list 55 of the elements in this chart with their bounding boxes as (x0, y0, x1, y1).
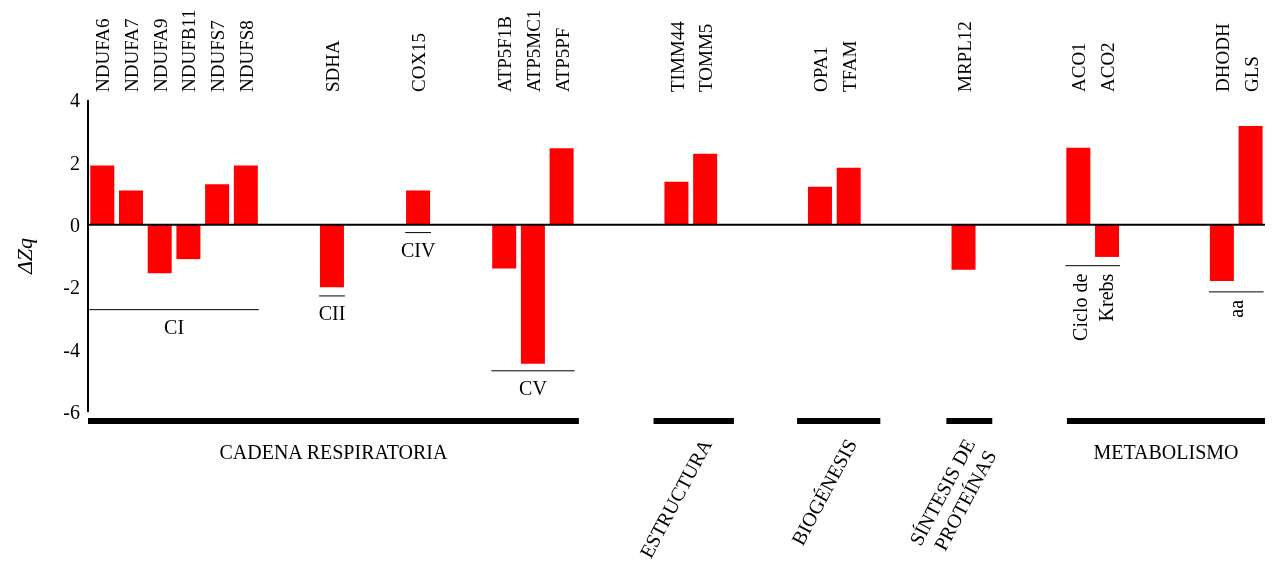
x-tick-label: NDUFA7 (121, 18, 143, 92)
text: METABOLISMO (1093, 441, 1239, 463)
bar (176, 224, 201, 260)
y-tick-label: 0 (70, 213, 80, 236)
bar (1209, 224, 1234, 281)
x-tick-label: NDUFS8 (235, 20, 257, 92)
annotation: CV (519, 376, 548, 399)
x-tick-label: ACO1 (1068, 42, 1090, 92)
text: CADENA RESPIRATORIA (219, 441, 448, 463)
x-tick-label: ATP5PF (551, 27, 573, 92)
bar (549, 148, 574, 225)
x-tick-label: TFAM (838, 40, 860, 92)
annotation: CIV (400, 238, 436, 261)
bar (205, 184, 230, 225)
bar (406, 190, 431, 225)
annotation: Ciclo de Krebs (1068, 273, 1117, 341)
x-tick-label: OPA1 (810, 46, 832, 92)
x-tick-label: ATP5F1B (494, 15, 516, 92)
bar (319, 224, 344, 288)
bar (664, 181, 689, 225)
y-tick-label: -4 (63, 338, 80, 361)
bar (90, 165, 115, 225)
bar (233, 165, 258, 225)
y-tick-label: -2 (63, 276, 80, 299)
y-tick-label: 2 (70, 151, 80, 174)
bar (119, 190, 143, 225)
x-tick-label: DHODH (1211, 23, 1233, 92)
bar (951, 224, 976, 270)
bar (807, 186, 832, 225)
bar (1238, 125, 1263, 225)
y-axis-title: ΔZq (11, 237, 37, 276)
x-tick-label: NDUFA6 (92, 18, 114, 92)
x-tick-label: GLS (1240, 56, 1262, 92)
x-tick-label: TOMM5 (695, 23, 717, 92)
bar (836, 167, 861, 225)
bar (1066, 147, 1091, 225)
annotation: aa (1225, 299, 1248, 318)
y-tick-label: -6 (63, 401, 80, 424)
bar (693, 153, 718, 225)
x-tick-label: ACO2 (1097, 42, 1119, 92)
annotation: CI (164, 315, 185, 338)
y-tick-label: 4 (70, 89, 80, 112)
bar (520, 224, 545, 364)
bar (1095, 224, 1120, 257)
x-tick-label: TIMM44 (666, 20, 688, 92)
annotation: CII (318, 301, 346, 324)
bar (147, 224, 172, 274)
x-tick-label: NDUFS7 (207, 20, 229, 92)
bar (492, 224, 517, 269)
x-tick-label: ATP5MC1 (522, 9, 544, 92)
x-tick-label: SDHA (322, 39, 344, 92)
x-tick-label: COX15 (408, 32, 430, 92)
x-tick-label: NDUFA9 (149, 18, 171, 92)
x-tick-label: NDUFB11 (178, 9, 200, 92)
x-tick-label: MRPL12 (953, 21, 975, 92)
